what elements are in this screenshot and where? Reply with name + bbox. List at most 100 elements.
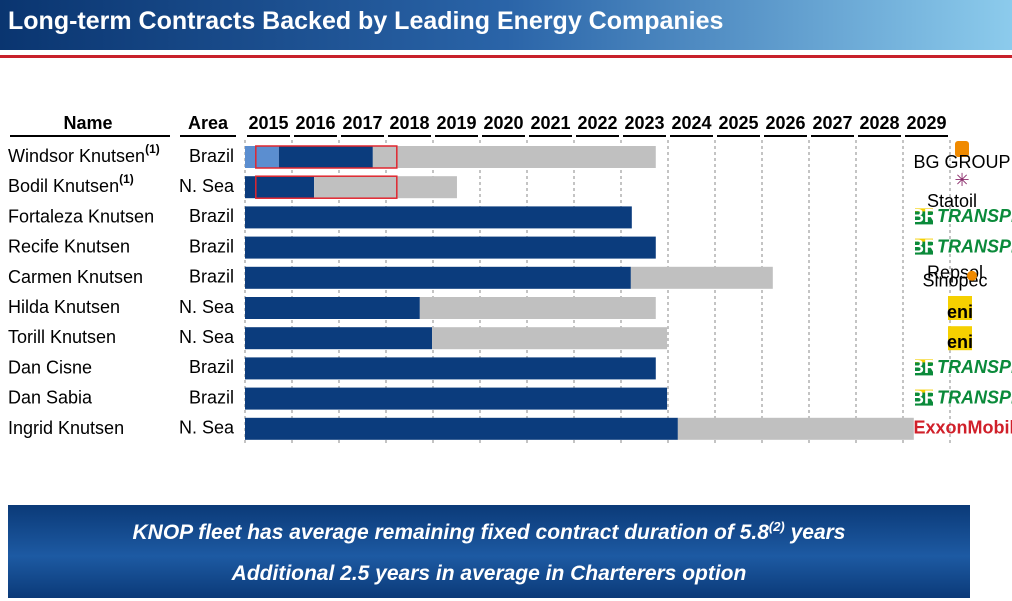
col-header: Name: [63, 113, 112, 133]
year-label: 2025: [718, 113, 758, 133]
year-label: 2018: [389, 113, 429, 133]
logo-text: eni: [947, 332, 973, 352]
logo-text: ExxonMobil: [913, 418, 1012, 438]
logo-text: Statoil: [927, 191, 977, 211]
ship-name: Torill Knutsen: [8, 327, 116, 347]
logo-text: TRANSPETRO: [937, 206, 1012, 226]
logo-stripe: [915, 208, 933, 212]
logo-text: BG GROUP: [913, 152, 1010, 172]
logo-text: TRANSPETRO: [937, 357, 1012, 377]
logo-text: Sinopec: [922, 271, 987, 291]
name: Windsor Knutsen: [8, 146, 145, 166]
name: Dan Cisne: [8, 357, 92, 377]
area: N. Sea: [179, 418, 235, 438]
bar-fixed: [245, 176, 315, 199]
logo-badge: [915, 240, 933, 255]
area: Brazil: [189, 267, 234, 287]
area: N. Sea: [179, 327, 235, 347]
area: Brazil: [189, 146, 234, 166]
ship-name: Ingrid Knutsen: [8, 418, 124, 438]
logo-text: TRANSPETRO: [937, 387, 1012, 407]
logo-badge: [948, 296, 972, 320]
bar-fixed: [245, 266, 631, 289]
ship-name: Dan Cisne: [8, 357, 92, 377]
logo-text: BR: [911, 206, 937, 226]
year-label: 2029: [906, 113, 946, 133]
year-label: 2019: [436, 113, 476, 133]
logo-text: BR: [911, 236, 937, 256]
ship-name: Hilda Knutsen: [8, 297, 120, 317]
logo-badge: [915, 210, 933, 225]
bar-option: [419, 297, 656, 319]
logo-badge: [955, 141, 969, 157]
ship-name: Fortaleza Knutsen: [8, 206, 154, 226]
year-label: 2026: [765, 113, 805, 133]
year-label: 2017: [342, 113, 382, 133]
year-label: 2016: [295, 113, 335, 133]
ship-name: Carmen Knutsen: [8, 267, 143, 287]
bar-fixed: [245, 236, 656, 259]
chart: Name Area 2015 2016 2017 2018 2019 2020 2021 20…: [8, 113, 1012, 446]
logo-text: TRANSPETRO: [937, 236, 1012, 256]
bar-option: [432, 327, 668, 350]
logo-stripe: [915, 359, 933, 363]
highlight-box: [255, 145, 398, 169]
col-header: Area: [188, 113, 229, 133]
logo-text: BR: [911, 387, 937, 407]
year-label: 2023: [624, 113, 664, 133]
footer-box: KNOP fleet has average remaining fixed c…: [8, 505, 970, 598]
footer-text: years: [784, 521, 846, 544]
ship-name: Recife Knutsen: [8, 236, 130, 256]
logo-badge: [915, 361, 933, 376]
ship-name: Bodil Knutsen(1): [8, 172, 134, 196]
area: Brazil: [189, 357, 234, 377]
bar-fixed: [278, 146, 373, 168]
name: Recife Knutsen: [8, 236, 130, 256]
name: Dan Sabia: [8, 387, 93, 407]
name: Bodil Knutsen: [8, 176, 119, 196]
year-label: 2024: [671, 113, 711, 133]
area: Brazil: [189, 206, 234, 226]
footer-line: Additional 2.5 years in average in Chart…: [231, 562, 747, 585]
note: (1): [145, 142, 160, 156]
logo-mark: ✳: [954, 170, 969, 190]
logo-badge: [915, 391, 933, 406]
area: N. Sea: [179, 297, 235, 317]
logo-stripe: [915, 389, 933, 393]
bar-option: [677, 417, 914, 440]
note: (1): [119, 172, 134, 186]
logo-text: BR: [911, 357, 937, 377]
bar-fixed: [245, 327, 433, 350]
ship-name: Windsor Knutsen(1): [8, 142, 160, 166]
bar-fixed: [245, 206, 632, 229]
bar-option: [372, 146, 656, 168]
logo-badge: [948, 326, 972, 351]
logo-mark: [967, 270, 977, 281]
name: Carmen Knutsen: [8, 267, 143, 287]
logo-stripe: [915, 238, 933, 242]
bar-option: [314, 176, 457, 199]
bar-option: [630, 266, 773, 289]
year-label: 2021: [530, 113, 570, 133]
bar-delivered: [245, 146, 279, 168]
area: N. Sea: [179, 176, 235, 196]
logo-text: eni: [947, 302, 973, 322]
bar-fixed: [245, 417, 678, 440]
footer-line: KNOP fleet has average remaining fixed c…: [8, 519, 970, 545]
bar-fixed: [245, 297, 420, 319]
title: Long-term Contracts Backed by Leading En…: [8, 7, 724, 35]
year-label: 2027: [812, 113, 852, 133]
rule: [0, 55, 1012, 58]
name: Hilda Knutsen: [8, 297, 120, 317]
year-label: 2015: [248, 113, 288, 133]
bar-fixed: [245, 387, 668, 410]
footer-sup: (2): [768, 519, 785, 534]
title-bar: Long-term Contracts Backed by Leading En…: [0, 0, 1012, 50]
ship-name: Dan Sabia: [8, 387, 93, 407]
year-label: 2028: [859, 113, 899, 133]
year-label: 2020: [483, 113, 523, 133]
footer-text: KNOP fleet has average remaining fixed c…: [132, 521, 769, 544]
area: Brazil: [189, 236, 234, 256]
bar-fixed: [245, 357, 656, 380]
